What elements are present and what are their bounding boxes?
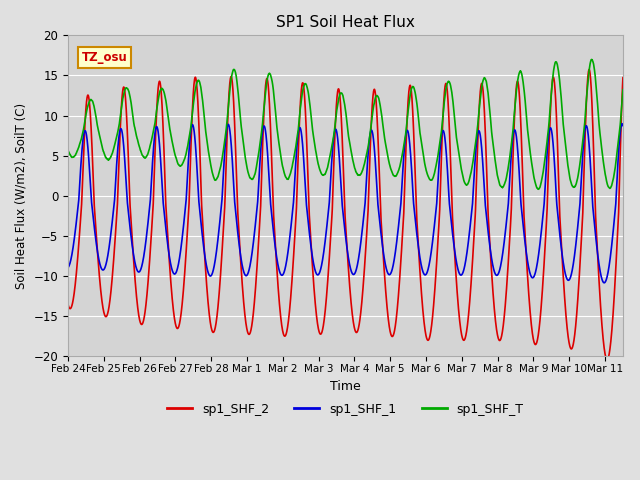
Title: SP1 Soil Heat Flux: SP1 Soil Heat Flux — [276, 15, 415, 30]
X-axis label: Time: Time — [330, 380, 361, 393]
Text: TZ_osu: TZ_osu — [82, 51, 127, 64]
Legend: sp1_SHF_2, sp1_SHF_1, sp1_SHF_T: sp1_SHF_2, sp1_SHF_1, sp1_SHF_T — [163, 398, 529, 420]
Y-axis label: Soil Heat Flux (W/m2), SoilT (C): Soil Heat Flux (W/m2), SoilT (C) — [15, 103, 28, 289]
